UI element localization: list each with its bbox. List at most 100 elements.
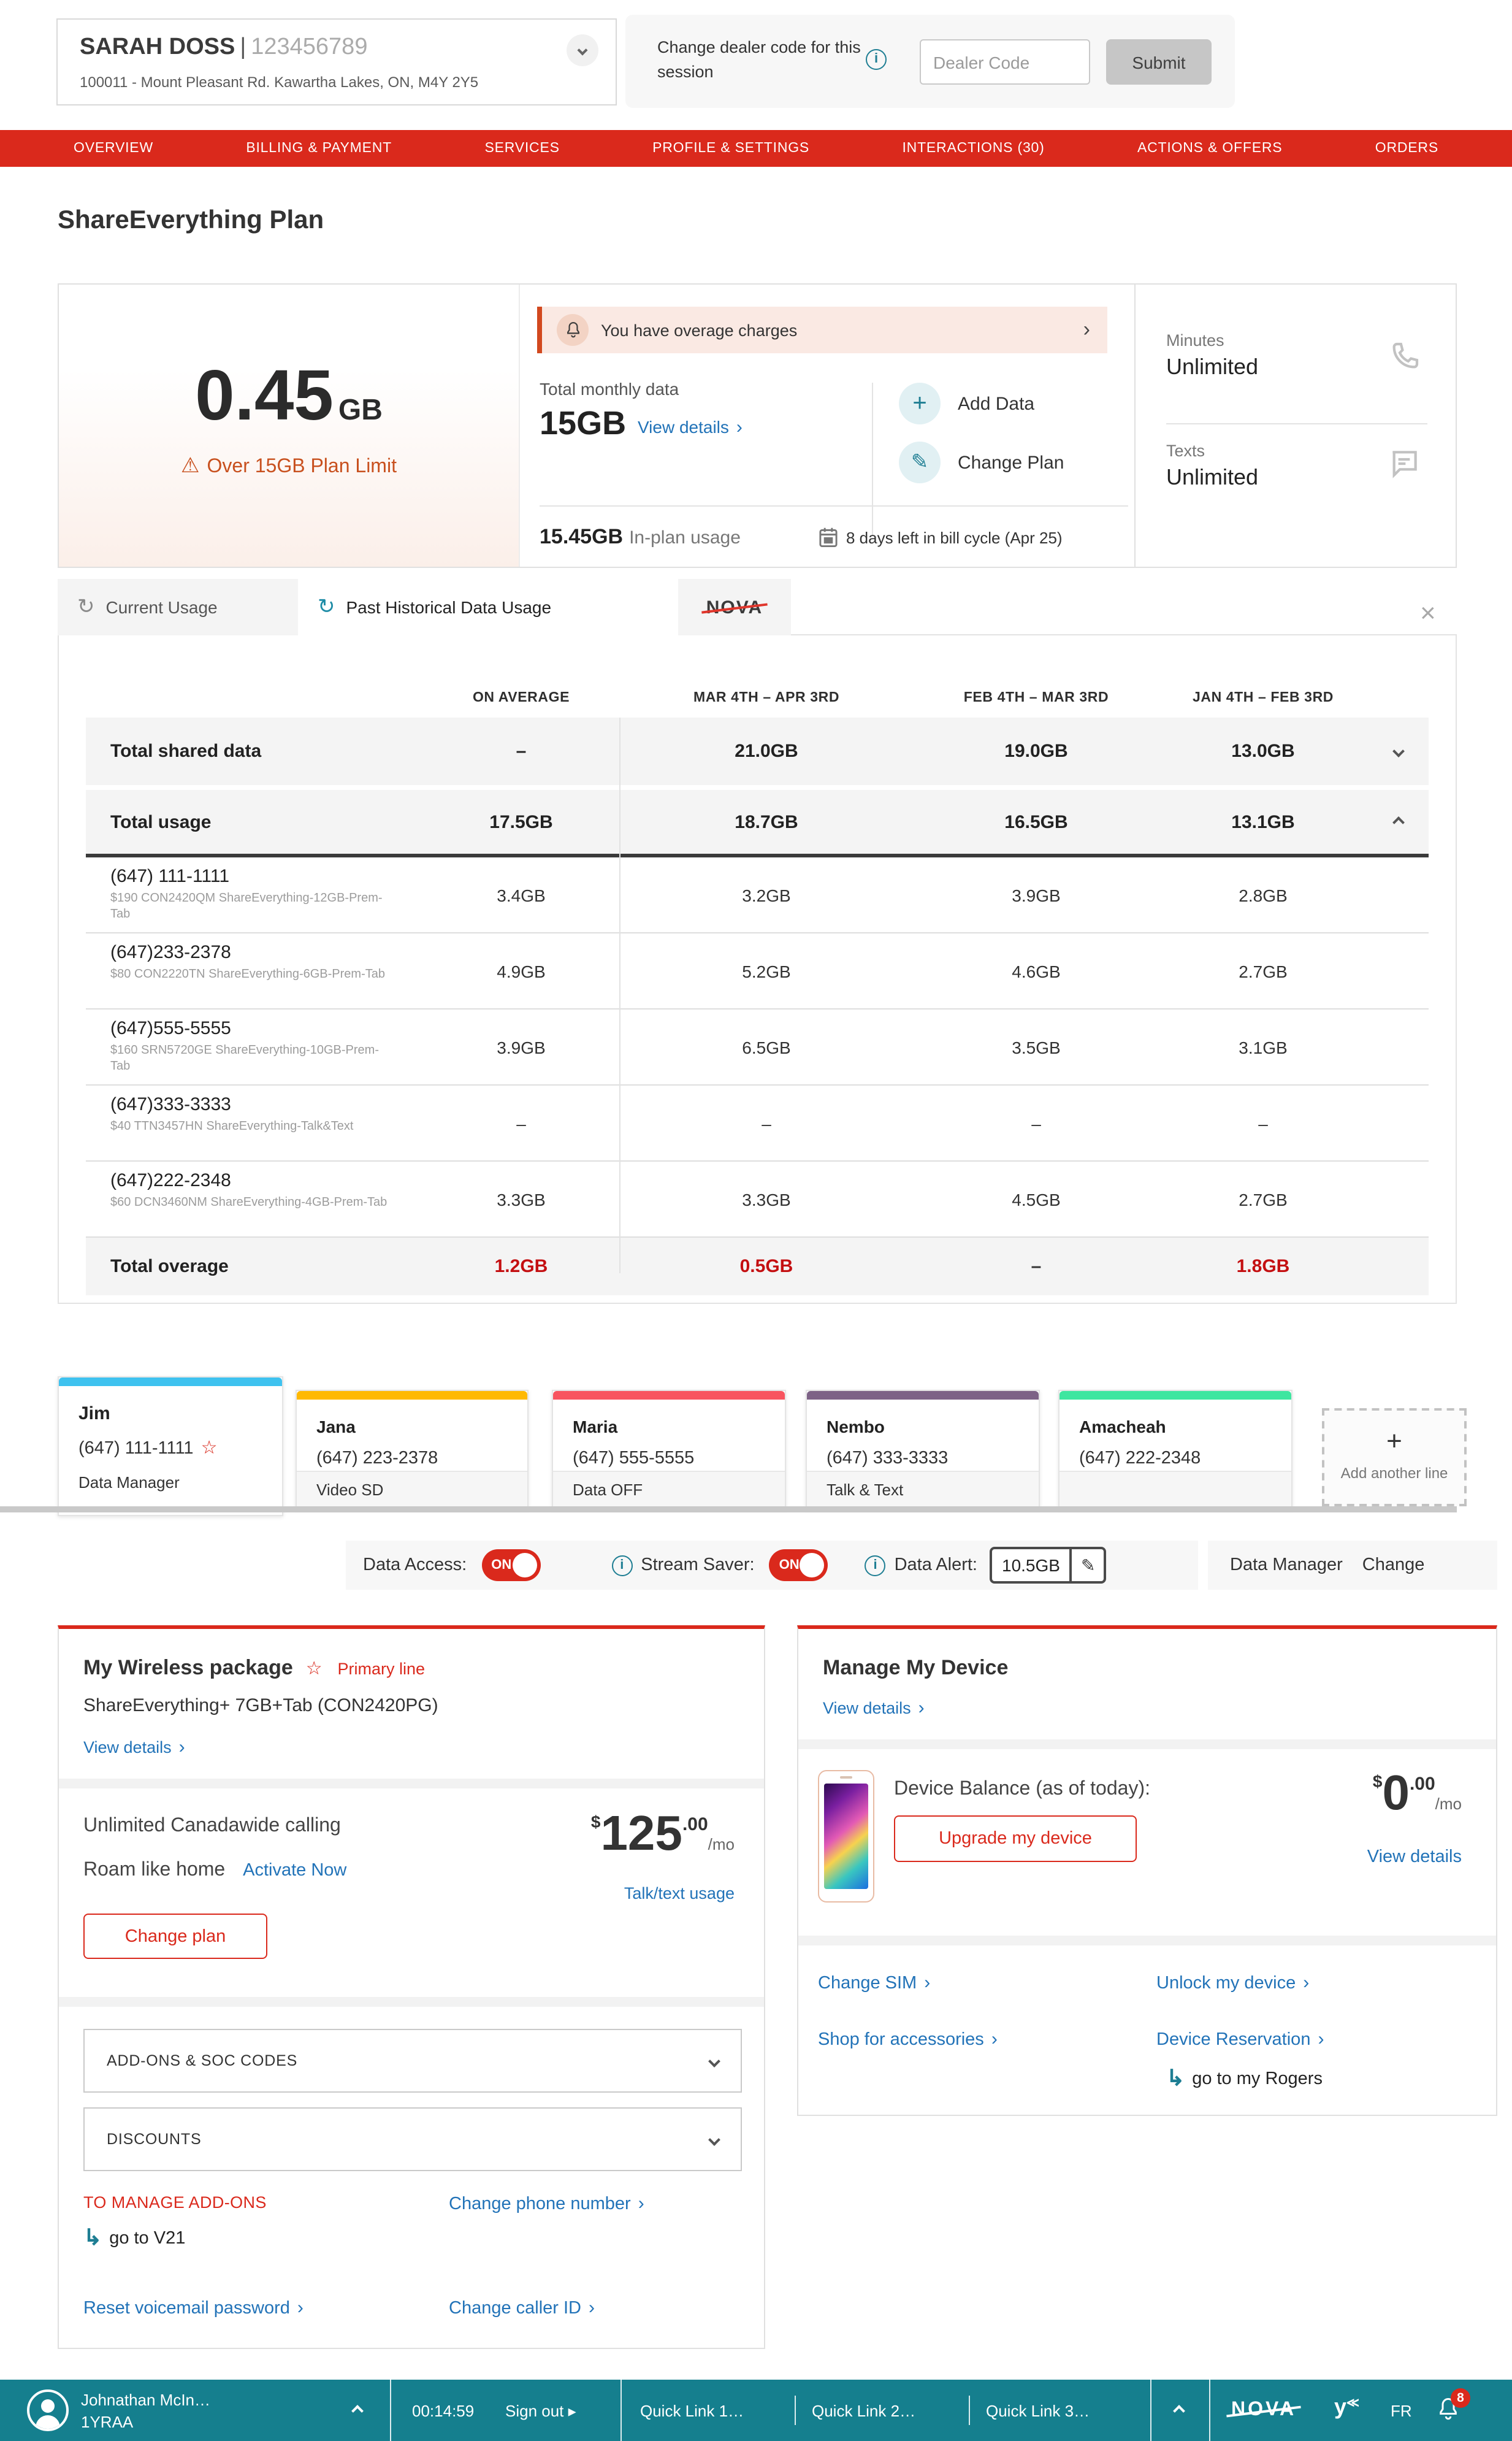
cell-value: 4.5GB: [1012, 1189, 1061, 1209]
wireless-price: $125.00/mo: [591, 1807, 735, 1862]
discounts-accordion[interactable]: DISCOUNTS: [83, 2107, 742, 2171]
line-card-color-bar: [1060, 1391, 1291, 1400]
total-shared-data-row: Total shared data – 21.0GB 19.0GB 13.0GB: [86, 718, 1429, 785]
divider-band: [59, 1997, 764, 2007]
add-data-action[interactable]: + Add Data: [899, 383, 1034, 424]
talk-text-usage-link[interactable]: Talk/text usage: [624, 1884, 735, 1903]
info-icon[interactable]: i: [866, 49, 887, 70]
tab-nova-brand[interactable]: NOVA: [678, 579, 791, 635]
line-phone-number: (647)333-3333: [110, 1094, 231, 1115]
customer-dropdown-button[interactable]: [567, 34, 598, 66]
dealer-code-input[interactable]: [920, 39, 1090, 85]
device-balance-label: Device Balance (as of today):: [894, 1779, 1150, 1799]
sign-out-link[interactable]: Sign out ▸: [505, 2402, 576, 2420]
nav-item-overview[interactable]: OVERVIEW: [74, 141, 153, 156]
shop-accessories-link[interactable]: Shop for accessories ›: [818, 2029, 998, 2050]
customer-selector[interactable]: SARAH DOSS | 123456789 100011 - Mount Plea…: [56, 18, 617, 105]
chevron-right-icon: ›: [297, 2297, 304, 2318]
change-sim-link[interactable]: Change SIM ›: [818, 1972, 931, 1993]
goto-my-rogers-link[interactable]: ↳ go to my Rogers: [1166, 2066, 1323, 2091]
device-view-details-2-link[interactable]: View details: [1367, 1847, 1462, 1867]
cell-value: –: [516, 1113, 526, 1133]
tab-past-historical-usage[interactable]: ↻ Past Historical Data Usage: [298, 579, 678, 635]
bell-icon: [557, 314, 589, 346]
quick-link-3[interactable]: Quick Link 3…: [986, 2402, 1090, 2420]
line-cell: (647)333-3333 $40 TTN3457HN ShareEveryth…: [86, 1086, 423, 1135]
data-access-toggle[interactable]: ON: [481, 1549, 541, 1581]
divider: [795, 2396, 796, 2425]
line-card-nembo[interactable]: Nembo (647) 333-3333 Talk & Text: [806, 1390, 1040, 1509]
device-title: Manage My Device: [823, 1656, 1009, 1679]
nav-item-interactions[interactable]: INTERACTIONS (30): [902, 141, 1045, 156]
line-tag: Data OFF: [553, 1471, 785, 1508]
addons-accordion-label: ADD-ONS & SOC CODES: [107, 2052, 298, 2069]
chevron-right-icon: ›: [638, 2193, 644, 2214]
reset-voicemail-link[interactable]: Reset voicemail password ›: [83, 2297, 304, 2318]
expand-row-chevron[interactable]: [1392, 745, 1404, 757]
change-plan-button[interactable]: Change plan: [83, 1914, 267, 1959]
edit-pencil-icon[interactable]: ✎: [1069, 1549, 1104, 1581]
divider: [540, 505, 1128, 507]
nav-item-orders[interactable]: ORDERS: [1375, 141, 1438, 156]
collapse-row-chevron[interactable]: [1392, 816, 1404, 828]
usage-summary-card: 0.45 GB ⚠ Over 15GB Plan Limit You have ov…: [58, 283, 1457, 568]
cell-value: 13.0GB: [1231, 741, 1295, 762]
dealer-code-panel: Change dealer code for this session i Su…: [625, 15, 1235, 108]
cards-scroll-track[interactable]: [0, 1506, 1457, 1512]
close-icon[interactable]: ×: [1420, 597, 1436, 628]
total-usage-row: Total usage 17.5GB 18.7GB 16.5GB 13.1GB: [86, 790, 1429, 857]
line-card-amacheah[interactable]: Amacheah (647) 222-2348: [1058, 1390, 1292, 1509]
upgrade-device-button[interactable]: Upgrade my device: [894, 1815, 1137, 1862]
view-details-link[interactable]: View details ›: [638, 417, 743, 438]
data-manager-change-link[interactable]: Change: [1362, 1555, 1425, 1575]
stream-saver-label: Stream Saver:: [641, 1555, 755, 1575]
cell-value: 5.2GB: [742, 961, 791, 981]
nav-item-billing[interactable]: BILLING & PAYMENT: [246, 141, 392, 156]
dealer-submit-button[interactable]: Submit: [1106, 39, 1212, 85]
cell-value: 18.7GB: [735, 811, 798, 832]
change-caller-id-link[interactable]: Change caller ID ›: [449, 2297, 595, 2318]
device-reservation-link[interactable]: Device Reservation ›: [1156, 2029, 1324, 2050]
price-per: /mo: [1435, 1795, 1462, 1813]
info-icon[interactable]: i: [865, 1555, 886, 1576]
line-card-maria[interactable]: Maria (647) 555-5555 Data OFF: [552, 1390, 786, 1509]
add-another-line-button[interactable]: + Add another line: [1322, 1408, 1467, 1506]
addons-accordion[interactable]: ADD-ONS & SOC CODES: [83, 2029, 742, 2093]
line-cell: (647) 111-1111 $190 CON2420QM ShareEvery…: [86, 857, 423, 922]
cell-value: 2.8GB: [1239, 885, 1288, 905]
goto-v21-link[interactable]: ↳ go to V21: [83, 2225, 185, 2251]
plus-icon: +: [899, 383, 941, 424]
cell-value: –: [1258, 1113, 1268, 1133]
chevron-right-icon: ›: [178, 1737, 185, 1758]
overage-alert-banner[interactable]: You have overage charges ›: [537, 307, 1107, 353]
change-plan-action[interactable]: ✎ Change Plan: [899, 442, 1064, 483]
agent-footer-bar: Johnathan McIn… 1YRAA 00:14:59 Sign out …: [0, 2380, 1512, 2441]
line-card-jana[interactable]: Jana (647) 223-2378 Video SD: [296, 1390, 529, 1509]
line-card-jim[interactable]: Jim (647) 111-1111 ☆ Data Manager: [58, 1376, 283, 1516]
info-icon[interactable]: i: [611, 1555, 633, 1576]
nav-item-profile[interactable]: PROFILE & SETTINGS: [652, 141, 810, 156]
unlock-device-link[interactable]: Unlock my device ›: [1156, 1972, 1310, 1993]
notifications-bell[interactable]: 8: [1437, 2388, 1470, 2428]
language-toggle[interactable]: FR: [1391, 2402, 1412, 2420]
stream-saver-toggle[interactable]: ON: [769, 1549, 828, 1581]
data-alert-field[interactable]: 10.5GB ✎: [990, 1547, 1107, 1584]
nav-item-actions[interactable]: ACTIONS & OFFERS: [1137, 141, 1283, 156]
quick-link-2[interactable]: Quick Link 2…: [812, 2402, 916, 2420]
nav-item-services[interactable]: SERVICES: [484, 141, 560, 156]
activate-now-link[interactable]: Activate Now: [243, 1861, 347, 1880]
minutes-block: Minutes Unlimited: [1166, 331, 1258, 380]
price-dollars: 0: [1382, 1766, 1410, 1820]
tab-current-usage[interactable]: ↻ Current Usage: [58, 579, 298, 635]
change-phone-number-link[interactable]: Change phone number ›: [449, 2193, 644, 2214]
toggle-knob: [512, 1553, 537, 1577]
quick-link-1[interactable]: Quick Link 1…: [640, 2402, 744, 2420]
wireless-view-details-link[interactable]: View details ›: [83, 1737, 185, 1758]
signature-icon[interactable]: y≪: [1334, 2394, 1359, 2419]
line-tag: Talk & Text: [807, 1471, 1039, 1508]
footer-expand-chevron[interactable]: [351, 2405, 364, 2417]
device-view-details-link[interactable]: View details ›: [823, 1698, 925, 1719]
footer-quicklinks-chevron[interactable]: [1173, 2405, 1185, 2417]
chevron-right-icon: ›: [991, 2029, 998, 2050]
divider: [620, 2380, 622, 2441]
